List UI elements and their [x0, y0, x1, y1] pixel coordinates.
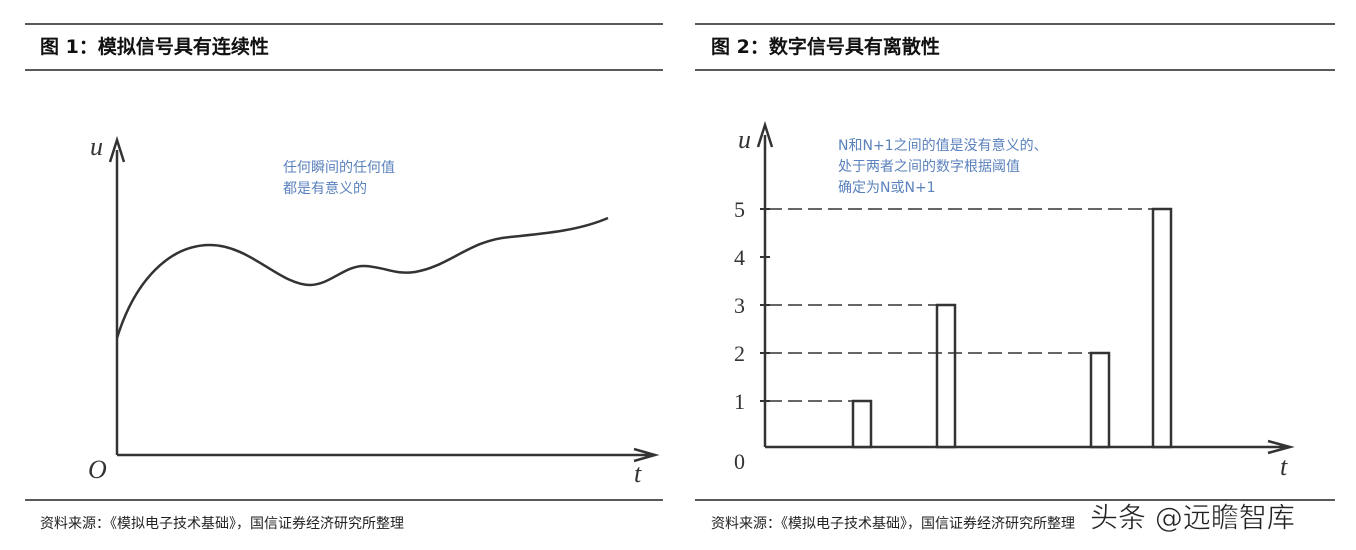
source: 资料来源：《模拟电子技术基础》，国信证券经济研究所整理 [711, 515, 1075, 532]
bar [935, 303, 957, 449]
axes [108, 135, 660, 463]
annotation: N和N+1之间的值是没有意义的、 [838, 137, 1048, 154]
y-tick-label: 0 [734, 449, 745, 474]
y-tick-label: 2 [734, 341, 745, 366]
annotation: 处于两者之间的数字根据阈值 [838, 159, 1020, 175]
axis-label: t [1280, 452, 1288, 481]
bar [851, 399, 873, 449]
axis-label: u [90, 132, 103, 161]
annotation: 确定为N或N+1 [838, 180, 936, 196]
figure-title: 图 2：数字信号具有离散性 [711, 35, 940, 58]
annotation: 任何瞬间的任何值 [283, 160, 395, 176]
axis-label: u [738, 125, 751, 154]
y-tick-label: 5 [734, 197, 745, 222]
watermark: 头条 @远瞻智库 [1090, 501, 1295, 534]
signal-curve [115, 216, 609, 339]
bar [1151, 207, 1173, 449]
plot: 0 1 2 3 4 5 [734, 197, 1173, 474]
source: 资料来源：《模拟电子技术基础》，国信证券经济研究所整理 [40, 515, 404, 532]
y-tick-label: 1 [734, 389, 745, 414]
axis-label: t [634, 459, 642, 488]
figure-title: 图 1：模拟信号具有连续性 [40, 35, 269, 58]
y-tick-label: 3 [734, 293, 745, 318]
axes [756, 120, 1295, 455]
bar [1089, 351, 1111, 449]
y-tick-label: 4 [734, 245, 745, 270]
annotation: 都是有意义的 [283, 180, 367, 197]
origin-label: O [88, 455, 107, 484]
